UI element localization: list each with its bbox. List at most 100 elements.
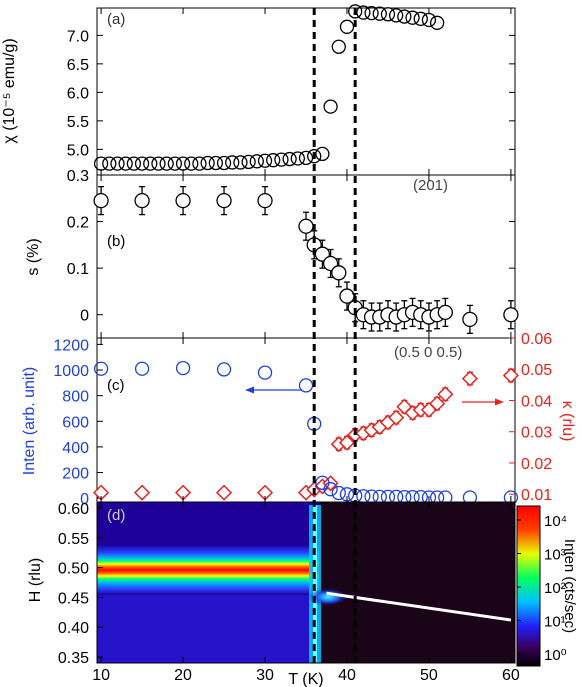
b-point [93, 192, 109, 209]
c-ytick-label-left: 1200 [53, 337, 89, 354]
d-ytick-label: 0.55 [58, 531, 89, 548]
panel-c-ylabel-right: κ (rlu) [559, 401, 576, 442]
a-point [225, 155, 240, 170]
panel-c-points [93, 360, 519, 505]
a-point [307, 149, 322, 164]
panel-b-y-ticks: 0.3 0.2 0.1 0 [67, 168, 515, 325]
a-point [323, 99, 338, 114]
a-point [356, 5, 371, 20]
a-point [290, 151, 305, 166]
c-ytick-label-right: 0.06 [521, 331, 552, 348]
a-point [118, 156, 133, 171]
heatmap-band [97, 545, 319, 595]
c-ytick-label-left: 600 [62, 414, 89, 431]
panel-c-annotation: (0.5 0 0.5) [394, 344, 462, 361]
c-red-point [429, 395, 446, 412]
d-ytick-label: 0.60 [58, 501, 89, 518]
a-point [364, 5, 379, 21]
panel-a-label: (a) [107, 11, 125, 28]
c-red-point [388, 409, 405, 426]
panel-c-frame [96, 337, 516, 503]
colorbar-label: Inten (cts/sec) [561, 539, 578, 633]
c-ytick-label-right: 0.05 [521, 362, 552, 379]
a-point [159, 156, 174, 171]
b-point [437, 304, 453, 321]
a-point [241, 154, 256, 170]
panel-b-strain: 0.3 0.2 0.1 0 (b) (201) s (%) [25, 168, 519, 339]
c-blue-point [380, 489, 396, 505]
b-point [298, 218, 314, 234]
b-point [462, 311, 478, 328]
a-point [429, 15, 445, 30]
x-axis: 10 20 30 40 50 60 [92, 8, 520, 684]
panel-d-frame [96, 501, 516, 664]
a-point [110, 156, 125, 171]
b-point [175, 192, 191, 209]
x-tick-label: 10 [92, 667, 110, 684]
panel-d-line [326, 591, 512, 622]
c-ytick-label-left: 1000 [53, 363, 89, 380]
d-ytick-label: 0.45 [58, 590, 89, 607]
c-red-point [502, 367, 519, 384]
c-blue-point [216, 362, 232, 377]
panel-a-y-ticks: 7.0 6.5 6.0 5.5 5.0 [67, 28, 515, 159]
x-tick-label: 30 [256, 667, 274, 684]
a-ytick-label: 6.0 [67, 85, 89, 102]
d-ytick-label: 0.50 [58, 561, 89, 578]
b-ytick-label: 0.2 [67, 215, 89, 232]
panel-c-label: (c) [107, 377, 125, 394]
panel-d-heatmap: 0.60 0.55 0.50 0.45 0.40 0.35 (d) H (rlu) 10⁴… [27, 501, 578, 667]
c-ytick-label-right: 0.02 [521, 456, 552, 473]
heatmap-spot [308, 588, 348, 606]
panel-b-ylabel: s (%) [25, 238, 42, 275]
c-red-point [396, 398, 413, 415]
x-tick-label: 20 [174, 667, 192, 684]
a-point [233, 155, 248, 170]
heatmap-lower-band [97, 590, 319, 663]
a-point [208, 155, 223, 171]
c-ytick-label-left: 800 [62, 389, 89, 406]
c-ytick-label-right: 0.04 [521, 393, 552, 410]
c-blue-point [93, 361, 109, 376]
red-arrow [462, 398, 504, 406]
panel-c-y-ticks-right: 0.06 0.05 0.04 0.03 0.02 0.01 [509, 331, 552, 504]
c-blue-point [175, 360, 191, 376]
panel-b-annotation: (201) [413, 177, 448, 194]
a-point [315, 146, 330, 162]
x-tick-label: 60 [502, 667, 520, 684]
a-point [200, 155, 215, 171]
a-point [126, 156, 142, 171]
c-blue-point [134, 361, 150, 376]
c-ytick-label-left: 0 [80, 491, 89, 508]
c-blue-point [257, 365, 273, 380]
b-ytick-label: 0.1 [67, 261, 89, 278]
a-point [249, 154, 264, 169]
b-point [134, 192, 150, 209]
a-point [380, 7, 396, 22]
a-point [421, 12, 437, 28]
x-tick-label: 50 [420, 667, 438, 684]
a-point [413, 11, 428, 26]
a-point [405, 10, 420, 25]
a-point [134, 156, 150, 171]
colorbar-tick-label: 10¹ [544, 614, 566, 631]
a-ytick-label: 5.5 [67, 114, 89, 131]
c-blue-point [331, 485, 346, 501]
panel-d-y-ticks: 0.60 0.55 0.50 0.45 0.40 0.35 [58, 501, 103, 667]
b-point [503, 307, 519, 323]
a-point [257, 153, 273, 168]
x-axis-label: T (K) [288, 671, 323, 687]
a-ytick-label: 7.0 [67, 28, 89, 45]
a-point [143, 156, 158, 171]
c-red-point [134, 484, 151, 501]
colorbar: 10⁴ 10³ 10² 10¹ 10⁰ Inten (cts/sec) [516, 505, 578, 667]
c-blue-point [372, 489, 387, 505]
a-point [348, 4, 363, 19]
a-point [339, 19, 355, 34]
heatmap-high-region [321, 502, 515, 663]
c-ytick-label-left: 200 [62, 466, 89, 483]
d-ytick-label: 0.35 [58, 650, 89, 667]
a-point [282, 151, 297, 167]
